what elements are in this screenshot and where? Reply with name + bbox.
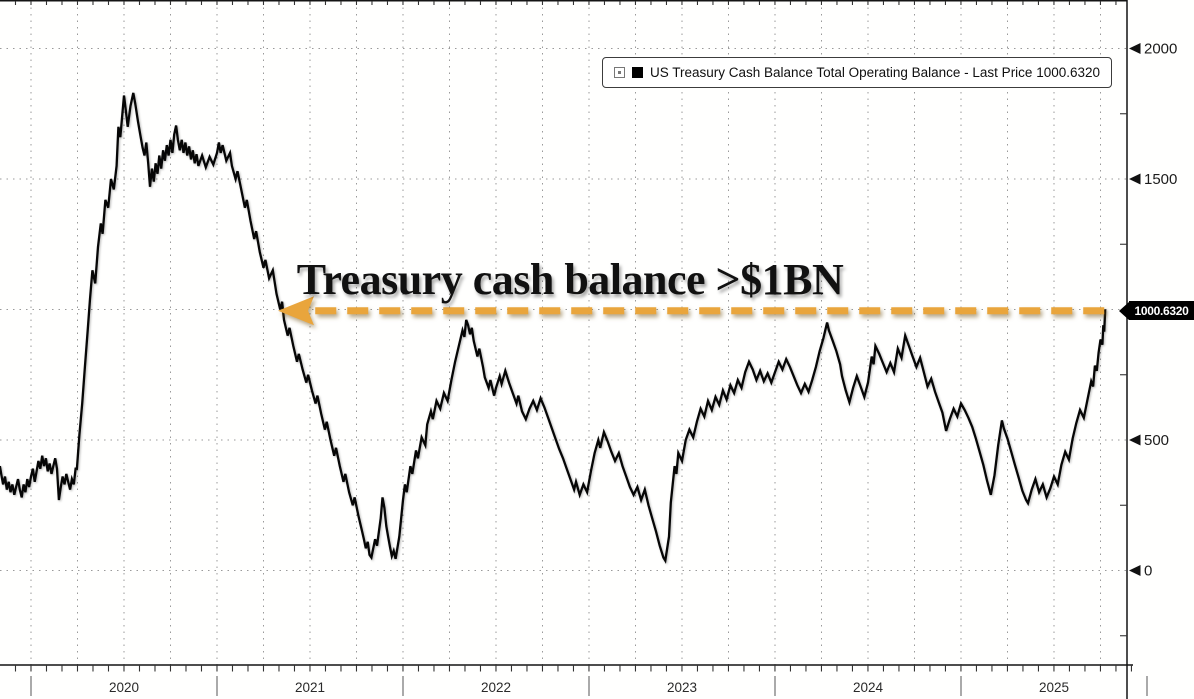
annotation-text[interactable]: Treasury cash balance >$1BN — [296, 255, 844, 304]
legend[interactable]: US Treasury Cash Balance Total Operating… — [602, 57, 1113, 88]
last-price-tag: 1000.6320 — [1119, 301, 1194, 320]
x-axis-year-label: 2020 — [109, 680, 139, 695]
x-axis-year-label: 2024 — [853, 680, 884, 695]
price-tag-value: 1000.6320 — [1129, 301, 1194, 320]
x-axis-year-label: 2021 — [295, 680, 325, 695]
y-axis-tick-label: 500 — [1144, 432, 1169, 449]
y-axis-tick-label: 0 — [1144, 563, 1152, 580]
legend-label: US Treasury Cash Balance Total Operating… — [650, 65, 1101, 80]
legend-series-swatch — [632, 67, 643, 78]
y-major-tick-arrow-icon — [1129, 173, 1141, 185]
y-axis-tick-label: 1500 — [1144, 171, 1177, 188]
y-major-tick-arrow-icon — [1129, 43, 1141, 54]
legend-expander-icon[interactable] — [614, 67, 625, 78]
y-axis-tick-label: 2000 — [1144, 41, 1177, 58]
x-axis-year-label: 2022 — [481, 680, 511, 695]
price-tag-arrow-icon — [1119, 301, 1129, 320]
y-major-tick-arrow-icon — [1129, 434, 1141, 446]
annotation-arrow[interactable] — [278, 296, 1105, 326]
series-line — [0, 92, 1107, 564]
x-axis-year-label: 2023 — [667, 680, 697, 695]
x-axis-year-label: 2025 — [1039, 680, 1069, 695]
y-major-tick-arrow-icon — [1129, 565, 1141, 576]
arrow-head-icon — [278, 296, 315, 326]
